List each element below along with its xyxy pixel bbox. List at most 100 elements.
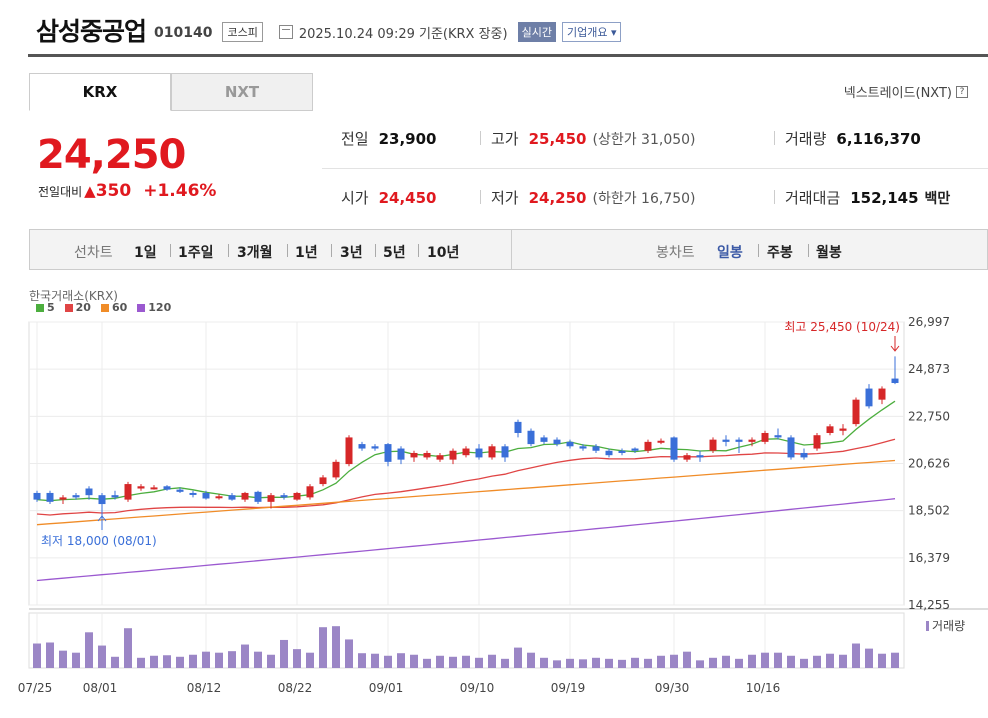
- header-divider: [28, 54, 988, 57]
- legend-label: 5: [47, 301, 55, 314]
- volume-bar: [228, 651, 236, 668]
- volume-legend-label: 거래량: [932, 619, 965, 633]
- stat-prev-close: 전일 23,900: [341, 128, 437, 149]
- stats-divider: [322, 168, 988, 169]
- volume-bar: [423, 658, 431, 668]
- candle-body: [540, 437, 548, 442]
- candle-body: [891, 378, 899, 384]
- period-5y[interactable]: 5년: [383, 245, 406, 261]
- legend-swatch: [64, 303, 73, 312]
- candle-body: [124, 484, 132, 500]
- min-annotation: 최저 18,000 (08/01): [41, 534, 157, 548]
- help-icon[interactable]: ?: [956, 85, 968, 98]
- volume-bar: [72, 652, 80, 668]
- candle-body: [748, 439, 756, 442]
- period-selector: 선차트 1일 1주일 3개월 1년 3년 5년 10년 봉차트 일봉 주봉 월봉: [29, 229, 988, 270]
- x-tick-label: 08/22: [278, 681, 313, 695]
- x-tick-label: 09/30: [655, 681, 690, 695]
- stock-code: 010140: [154, 25, 213, 41]
- tab-nxt[interactable]: NXT: [171, 73, 313, 111]
- change-label: 전일대비: [38, 184, 83, 199]
- period-1w[interactable]: 1주일: [178, 245, 214, 261]
- company-overview-dropdown[interactable]: 기업개요 ▾: [561, 22, 622, 42]
- stat-value: 24,450: [378, 189, 437, 207]
- period-1y[interactable]: 1년: [295, 245, 318, 261]
- company-name: 삼성중공업: [36, 17, 147, 46]
- volume-bar: [800, 658, 808, 668]
- x-tick-label: 09/01: [369, 681, 404, 695]
- volume-bar: [293, 649, 301, 668]
- candle-body: [137, 486, 145, 489]
- volume-bar: [176, 656, 184, 668]
- tab-krx[interactable]: KRX: [29, 73, 171, 111]
- volume-bar: [98, 645, 106, 668]
- candle-body: [722, 439, 730, 442]
- candle-body: [631, 448, 639, 451]
- legend-swatch: [36, 303, 44, 312]
- stat-label: 전일: [341, 130, 369, 148]
- stat-label: 고가: [491, 130, 519, 148]
- stat-value: 6,116,370: [836, 130, 921, 148]
- volume-bar: [150, 655, 158, 668]
- y-tick-label: 24,873: [908, 362, 950, 376]
- volume-bar: [371, 653, 379, 668]
- chart-title: 한국거래소(KRX): [29, 289, 118, 303]
- volume-bar: [865, 648, 873, 668]
- change-percent: +1.46%: [143, 181, 217, 201]
- period-3m[interactable]: 3개월: [237, 245, 273, 261]
- stat-volume: 거래량 6,116,370: [785, 128, 921, 149]
- candle-chart-label: 봉차트: [656, 245, 695, 261]
- period-monthly[interactable]: 월봉: [816, 245, 842, 261]
- candle-body: [332, 461, 340, 478]
- volume-bar: [410, 654, 418, 668]
- period-10y[interactable]: 10년: [427, 245, 460, 261]
- candle-body: [709, 439, 717, 451]
- volume-bar: [891, 652, 899, 668]
- period-weekly[interactable]: 주봉: [767, 245, 793, 261]
- candle-body: [306, 486, 314, 498]
- volume-bar: [527, 652, 535, 668]
- y-tick-label: 14,255: [908, 598, 950, 612]
- candle-body: [527, 430, 535, 445]
- volume-bar: [280, 639, 288, 668]
- candle-body: [410, 452, 418, 458]
- period-daily[interactable]: 일봉: [717, 245, 743, 261]
- realtime-button[interactable]: 실시간: [517, 22, 556, 42]
- volume-bar: [579, 659, 587, 668]
- legend-label: 20: [75, 301, 91, 314]
- volume-bar: [839, 654, 847, 668]
- min-arrowhead: [97, 515, 107, 522]
- period-1d[interactable]: 1일: [134, 245, 157, 261]
- candle-body: [592, 446, 600, 451]
- stat-open: 시가 24,450: [341, 187, 437, 208]
- stat-value: 152,145: [850, 189, 919, 207]
- candle-body: [670, 437, 678, 460]
- volume-bar: [540, 657, 548, 668]
- candle-body: [72, 495, 80, 498]
- stat-value: 24,250: [528, 189, 587, 207]
- volume-bar: [774, 652, 782, 668]
- volume-bar: [254, 651, 262, 668]
- volume-bar: [748, 654, 756, 668]
- candle-body: [735, 439, 743, 442]
- candle-body: [46, 492, 54, 502]
- candle-body: [644, 441, 652, 451]
- candle-body: [397, 448, 405, 460]
- x-tick-label: 10/16: [746, 681, 781, 695]
- candle-body: [371, 446, 379, 449]
- stat-value: 23,900: [378, 130, 437, 148]
- period-3y[interactable]: 3년: [340, 245, 363, 261]
- candle-body: [800, 452, 808, 458]
- candle-body: [384, 444, 392, 462]
- candle-body: [865, 388, 873, 407]
- volume-bar: [657, 655, 665, 668]
- candle-body: [774, 435, 782, 438]
- volume-bar: [306, 652, 314, 668]
- volume-bar: [592, 657, 600, 668]
- candle-body: [358, 444, 366, 449]
- candle-body: [345, 437, 353, 465]
- volume-bar: [215, 652, 223, 668]
- candle-body: [228, 495, 236, 500]
- nextrade-link[interactable]: 넥스트레이드(NXT) ?: [844, 82, 968, 101]
